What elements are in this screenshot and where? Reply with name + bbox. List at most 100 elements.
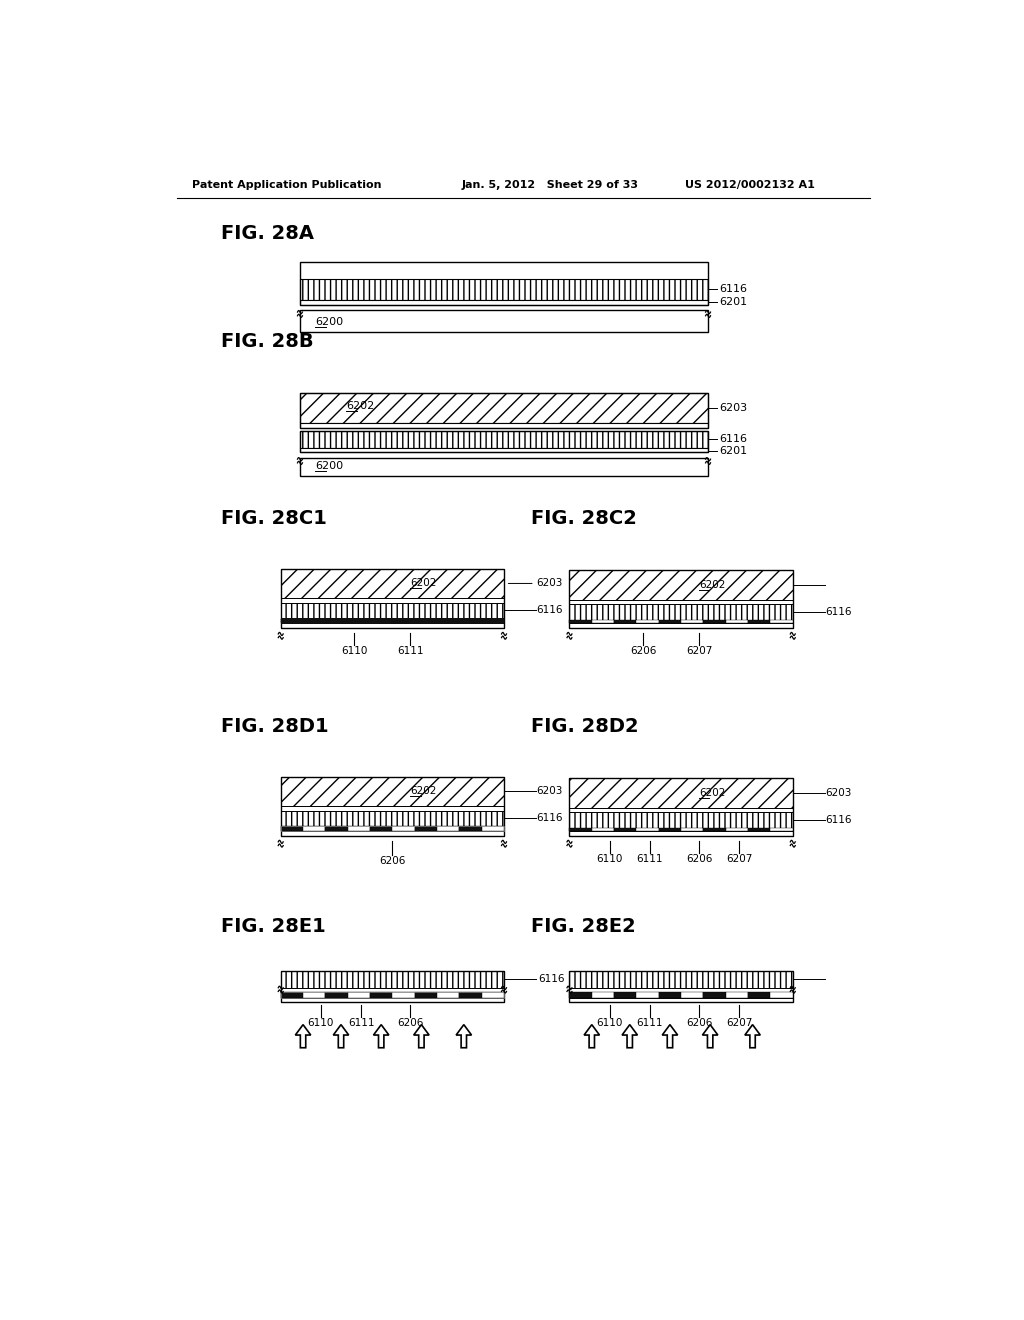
- Bar: [614, 991, 637, 998]
- Polygon shape: [295, 1024, 310, 1048]
- Bar: [592, 991, 614, 998]
- Bar: [637, 828, 658, 832]
- Polygon shape: [622, 1024, 638, 1048]
- Text: 6116: 6116: [537, 813, 563, 824]
- Bar: [592, 828, 614, 832]
- Bar: [300, 393, 708, 428]
- Bar: [460, 826, 481, 832]
- Text: Jan. 5, 2012   Sheet 29 of 33: Jan. 5, 2012 Sheet 29 of 33: [462, 181, 639, 190]
- Text: 6202: 6202: [411, 787, 436, 796]
- Text: FIG. 28E1: FIG. 28E1: [221, 917, 327, 936]
- Polygon shape: [456, 1024, 471, 1048]
- Bar: [300, 458, 708, 477]
- Bar: [770, 619, 793, 623]
- Text: 6200: 6200: [315, 461, 343, 471]
- Bar: [569, 987, 793, 991]
- Bar: [637, 619, 658, 623]
- Bar: [370, 991, 392, 998]
- Bar: [569, 619, 592, 623]
- Bar: [703, 991, 726, 998]
- Bar: [370, 826, 392, 832]
- Text: 6207: 6207: [686, 647, 712, 656]
- Polygon shape: [333, 1024, 349, 1048]
- Text: FIG. 28E2: FIG. 28E2: [531, 917, 636, 936]
- Bar: [300, 310, 708, 331]
- Bar: [392, 991, 415, 998]
- Bar: [415, 991, 437, 998]
- Bar: [569, 570, 793, 599]
- Bar: [281, 603, 504, 618]
- Polygon shape: [744, 1024, 760, 1048]
- Bar: [569, 832, 793, 836]
- Bar: [281, 832, 504, 836]
- Text: 6203: 6203: [537, 578, 563, 589]
- Text: FIG. 28C1: FIG. 28C1: [221, 510, 328, 528]
- Bar: [569, 605, 793, 619]
- Text: 6203: 6203: [537, 787, 563, 796]
- Text: FIG. 28D1: FIG. 28D1: [221, 717, 329, 737]
- Text: FIG. 28B: FIG. 28B: [221, 331, 314, 351]
- Polygon shape: [702, 1024, 718, 1048]
- Bar: [703, 828, 726, 832]
- Text: 6116: 6116: [719, 284, 746, 294]
- Bar: [281, 807, 504, 810]
- Text: 6116: 6116: [538, 974, 564, 985]
- Bar: [281, 623, 504, 628]
- Text: 6110: 6110: [596, 854, 623, 865]
- Text: 6111: 6111: [348, 1018, 375, 1028]
- Bar: [569, 828, 592, 832]
- Polygon shape: [374, 1024, 389, 1048]
- Bar: [481, 991, 504, 998]
- Bar: [726, 991, 749, 998]
- Bar: [281, 970, 504, 1002]
- Bar: [281, 598, 504, 603]
- Polygon shape: [414, 1024, 429, 1048]
- Bar: [592, 619, 614, 623]
- Text: 6116: 6116: [537, 606, 563, 615]
- Text: 6202: 6202: [699, 579, 725, 590]
- Bar: [300, 447, 708, 451]
- Text: 6207: 6207: [726, 1018, 753, 1028]
- Bar: [749, 828, 770, 832]
- Bar: [281, 619, 504, 623]
- Bar: [281, 998, 504, 1002]
- Text: 6110: 6110: [308, 1018, 334, 1028]
- Bar: [281, 987, 504, 991]
- Bar: [658, 828, 681, 832]
- Text: 6206: 6206: [686, 854, 712, 865]
- Bar: [300, 422, 708, 428]
- Bar: [569, 808, 793, 812]
- Bar: [326, 826, 348, 832]
- Bar: [300, 279, 708, 300]
- Bar: [392, 826, 415, 832]
- Text: 6201: 6201: [719, 297, 746, 308]
- Bar: [415, 826, 437, 832]
- Bar: [281, 776, 504, 807]
- Bar: [348, 826, 370, 832]
- Text: 6116: 6116: [825, 607, 852, 616]
- Bar: [281, 991, 303, 998]
- Bar: [726, 619, 749, 623]
- Text: 6110: 6110: [341, 647, 368, 656]
- Text: 6201: 6201: [719, 446, 746, 455]
- Bar: [614, 619, 637, 623]
- Polygon shape: [584, 1024, 599, 1048]
- Bar: [460, 991, 481, 998]
- Bar: [569, 623, 793, 628]
- Bar: [437, 991, 460, 998]
- Bar: [569, 570, 793, 628]
- Bar: [569, 991, 592, 998]
- Bar: [300, 300, 708, 305]
- Bar: [300, 263, 708, 305]
- Text: 6207: 6207: [726, 854, 753, 865]
- Bar: [681, 828, 703, 832]
- Bar: [326, 991, 348, 998]
- Bar: [703, 619, 726, 623]
- Bar: [569, 970, 793, 987]
- Bar: [681, 619, 703, 623]
- Text: 6206: 6206: [630, 647, 656, 656]
- Bar: [281, 826, 303, 832]
- Text: 6200: 6200: [315, 317, 343, 326]
- Text: 6206: 6206: [379, 857, 406, 866]
- Text: FIG. 28D2: FIG. 28D2: [531, 717, 639, 737]
